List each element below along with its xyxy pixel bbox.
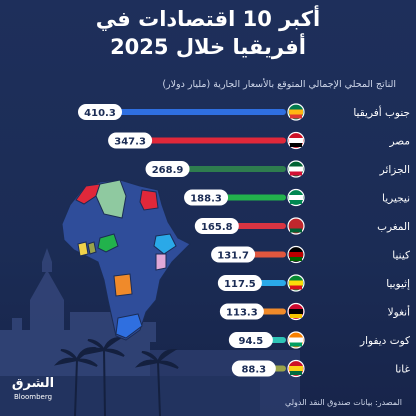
value-label: 268.9 <box>152 165 184 176</box>
palm-trees-image <box>53 336 179 416</box>
africa-base-shape <box>61 179 191 341</box>
value-label-bg <box>108 132 153 149</box>
bar <box>90 109 286 115</box>
value-label-bg <box>211 246 256 263</box>
bar-row: 347.3 مصر <box>108 131 410 150</box>
south-africa-flag-icon <box>287 103 305 121</box>
category-label: جنوب أفريقيا <box>353 105 410 119</box>
egypt-flag-icon <box>287 131 305 150</box>
chart-title-line-2: أفريقيا خلال 2025 <box>110 35 306 59</box>
category-label: نيجيريا <box>382 193 410 205</box>
bar-row: 268.9 الجزائر <box>145 160 410 178</box>
south-africa-shape <box>115 313 143 339</box>
value-label: 131.7 <box>217 251 249 262</box>
africa-map <box>61 179 191 341</box>
category-label: كينيا <box>392 250 410 262</box>
value-label-bg <box>78 104 122 120</box>
value-label: 410.3 <box>84 108 116 119</box>
kenya-shape <box>155 253 167 271</box>
value-label: 88.3 <box>241 365 266 376</box>
value-label-bg <box>184 189 229 206</box>
bar-row: 117.5 إثيوبيا <box>217 274 410 292</box>
bar-row: 88.3 غانا <box>231 359 411 378</box>
bar <box>120 137 286 144</box>
bar <box>157 166 286 172</box>
value-label-bg <box>228 332 273 348</box>
ghana-shape <box>87 241 97 255</box>
value-label: 117.5 <box>224 279 256 290</box>
value-label-bg <box>231 360 276 377</box>
value-label: 113.3 <box>226 308 258 319</box>
value-label: 94.5 <box>239 336 264 347</box>
ethiopia-flag-icon <box>287 274 305 292</box>
category-label: غانا <box>395 364 410 376</box>
source-note: المصدر: بيانات صندوق النقد الدولي <box>284 398 402 407</box>
value-label: 188.3 <box>190 194 222 205</box>
value-label: 347.3 <box>114 137 146 148</box>
value-label-bg <box>145 161 190 177</box>
category-label: أنغولا <box>388 305 410 319</box>
category-label: كوت ديفوار <box>359 335 410 347</box>
category-label: إثيوبيا <box>386 278 410 290</box>
category-label: الجزائر <box>379 164 410 176</box>
bar-chart: 410.3 جنوب أفريقيا 347.3 مصر 268.9 الجزائر 188… <box>78 103 411 378</box>
angola-shape <box>113 273 133 297</box>
asharq-bloomberg-logo: الشرق Bloomberg <box>8 376 58 408</box>
chart-title-line-1: أكبر 10 اقتصادات في <box>95 7 321 31</box>
angola-flag-icon <box>287 302 305 321</box>
chart-subtitle: الناتج المحلي الإجمالي المتوقع بالأسعار … <box>162 79 396 90</box>
logo-english-text: Bloomberg <box>13 393 53 401</box>
bar-row: 410.3 جنوب أفريقيا <box>78 103 410 121</box>
kenya-flag-icon <box>287 245 305 264</box>
logo-arabic-text: الشرق <box>11 376 55 391</box>
category-label: مصر <box>388 136 410 148</box>
nigeria-flag-icon <box>287 188 305 207</box>
value-label: 165.8 <box>201 222 233 233</box>
egypt-shape <box>139 189 159 211</box>
value-label-bg <box>217 275 262 291</box>
ethiopia-shape <box>153 233 177 255</box>
value-label-bg <box>219 303 264 320</box>
algeria-flag-icon <box>287 160 305 178</box>
ivory-coast-flag-icon <box>287 331 305 349</box>
ivory-coast-shape <box>77 241 89 257</box>
bar-row: 165.8 المغرب <box>194 217 410 235</box>
algeria-shape <box>95 179 127 219</box>
ghana-flag-icon <box>287 359 305 378</box>
bar-row: 94.5 كوت ديفوار <box>228 331 410 349</box>
category-label: المغرب <box>377 221 410 233</box>
nigeria-shape <box>97 233 119 253</box>
morocco-flag-icon <box>287 217 305 235</box>
value-label-bg <box>194 218 239 234</box>
bar-row: 131.7 كينيا <box>211 245 410 264</box>
bar-row: 188.3 نيجيريا <box>184 188 410 207</box>
bar-row: 113.3 أنغولا <box>219 302 410 321</box>
